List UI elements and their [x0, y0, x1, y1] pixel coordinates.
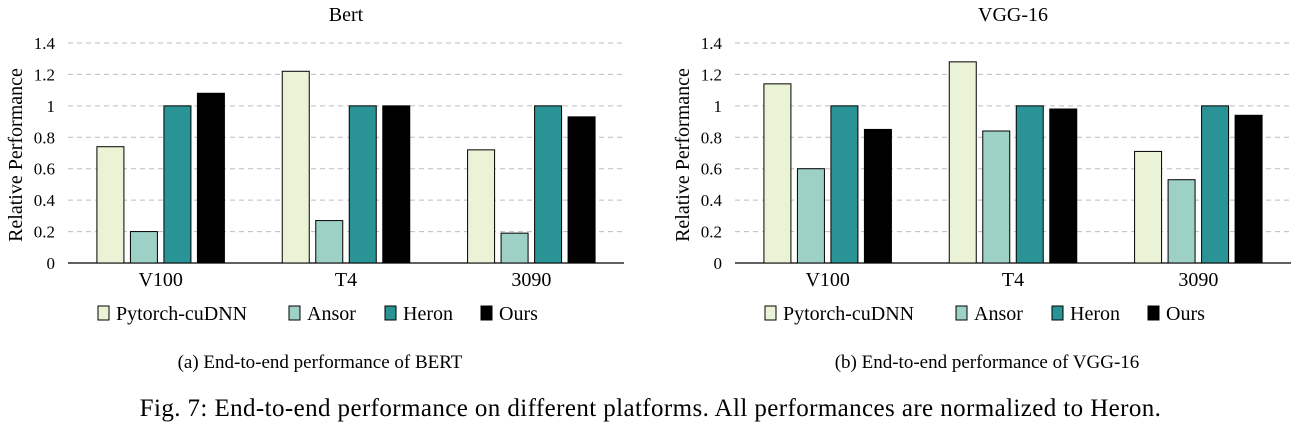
bar-heron-v100 [163, 105, 192, 264]
x-tick-label: 3090 [1178, 269, 1218, 291]
bar-heron-t4 [1015, 105, 1044, 264]
x-tick-label: T4 [335, 269, 357, 291]
legend-swatch [288, 305, 301, 321]
y-tick-label: 0.6 [701, 160, 722, 179]
legend-label: Heron [403, 303, 453, 325]
bar-pytorch-cudnn-v100 [763, 83, 792, 264]
bar-ansor-v100 [129, 231, 158, 264]
subcaption-b: (b) End-to-end performance of VGG-16 [834, 352, 1140, 373]
chart-title: Bert [329, 4, 364, 26]
subcaption-a: (a) End-to-end performance of BERT [177, 352, 463, 373]
bar-ansor-v100 [796, 168, 825, 264]
y-tick-label: 0.8 [701, 128, 722, 147]
bar-ours-3090 [1234, 114, 1263, 264]
legend-swatch [1147, 305, 1160, 321]
y-tick-label: 1.2 [34, 65, 55, 84]
bar-ours-t4 [382, 105, 411, 264]
vgg16-chart: VGG-16 0 0.2 0.4 0.6 0.8 1 1.2 1.4 Relative Perfo… [672, 4, 1291, 325]
bar-ours-v100 [196, 92, 225, 264]
x-tick-label: V100 [805, 269, 849, 291]
legend-label: Ansor [974, 303, 1023, 325]
legend-swatch [764, 305, 777, 321]
bar-heron-v100 [830, 105, 859, 264]
y-tick-label: 0.8 [34, 128, 55, 147]
y-axis-label: Relative Performance [5, 68, 27, 242]
y-tick-label: 1 [47, 97, 56, 116]
bar-pytorch-cudnn-3090 [467, 149, 496, 264]
legend-swatch [955, 305, 968, 321]
bar-pytorch-cudnn-3090 [1134, 150, 1163, 264]
bar-heron-3090 [534, 105, 563, 264]
y-axis-label: Relative Performance [672, 68, 694, 242]
legend-swatch [1051, 305, 1064, 321]
bar-heron-t4 [348, 105, 377, 264]
y-tick-label: 0.4 [34, 191, 56, 210]
y-tick-label: 0 [714, 254, 723, 273]
bar-pytorch-cudnn-t4 [281, 70, 310, 264]
legend-swatch [384, 305, 397, 321]
y-tick-label: 0 [47, 254, 56, 273]
legend-label: Ours [499, 303, 538, 325]
y-tick-label: 1.4 [701, 34, 723, 53]
bert-chart: Bert 0 0.2 0.4 0.6 0.8 1 1.2 1.4 Relative Perform… [5, 4, 624, 325]
legend-label: Ansor [307, 303, 356, 325]
bar-ours-t4 [1049, 108, 1078, 264]
figure-caption: Fig. 7: End-to-end performance on differ… [0, 395, 1301, 423]
bar-heron-3090 [1201, 105, 1230, 264]
y-tick-label: 1.4 [34, 34, 56, 53]
y-tick-label: 0.2 [701, 223, 722, 242]
bar-pytorch-cudnn-t4 [948, 61, 977, 264]
chart-panel-vgg16: VGG-16 0 0.2 0.4 0.6 0.8 1 1.2 1.4 Relative Perfo… [667, 0, 1301, 380]
x-tick-label: V100 [138, 269, 182, 291]
legend-label: Pytorch-cuDNN [116, 303, 247, 325]
chart-panel-bert: Bert 0 0.2 0.4 0.6 0.8 1 1.2 1.4 Relative Perform… [0, 0, 640, 380]
y-tick-label: 1 [714, 97, 723, 116]
figure-caption-text: End-to-end performance on different plat… [214, 395, 1162, 422]
bar-ours-v100 [863, 128, 892, 264]
legend-swatch [480, 305, 493, 321]
bar-ansor-t4 [982, 130, 1011, 264]
y-tick-label: 1.2 [701, 65, 722, 84]
legend-swatch [97, 305, 110, 321]
y-tick-label: 0.6 [34, 160, 55, 179]
legend-label: Pytorch-cuDNN [783, 303, 914, 325]
bar-ours-3090 [567, 116, 596, 264]
figure-caption-label: Fig. 7: [139, 395, 208, 422]
legend-label: Ours [1166, 303, 1205, 325]
chart-title: VGG-16 [978, 4, 1048, 26]
bar-pytorch-cudnn-v100 [96, 146, 125, 264]
y-tick-label: 0.4 [701, 191, 723, 210]
bar-ansor-3090 [1167, 179, 1196, 264]
x-tick-label: T4 [1002, 269, 1024, 291]
bar-ansor-t4 [315, 220, 344, 264]
legend-label: Heron [1070, 303, 1120, 325]
y-tick-label: 0.2 [34, 223, 55, 242]
bar-ansor-3090 [500, 232, 529, 264]
x-tick-label: 3090 [511, 269, 551, 291]
